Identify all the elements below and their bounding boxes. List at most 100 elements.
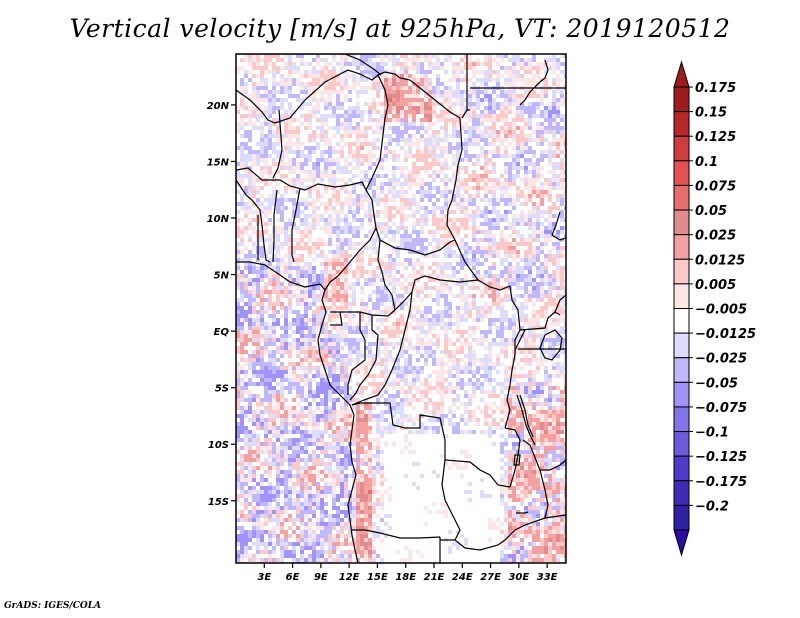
field-cell [416, 262, 420, 266]
field-cell [520, 294, 524, 298]
field-cell [360, 74, 364, 78]
field-cell [260, 122, 264, 126]
field-cell [384, 390, 388, 394]
field-cell [556, 186, 560, 190]
field-cell [400, 298, 404, 302]
field-cell [248, 290, 252, 294]
field-cell [424, 82, 428, 86]
field-cell [364, 310, 368, 314]
field-cell [320, 174, 324, 178]
field-cell [404, 366, 408, 370]
field-cell [432, 210, 436, 214]
field-cell [272, 130, 276, 134]
field-cell [248, 134, 252, 138]
field-cell [360, 202, 364, 206]
field-cell [532, 282, 536, 286]
field-cell [252, 182, 256, 186]
field-cell [384, 230, 388, 234]
field-cell [312, 310, 316, 314]
field-cell [368, 234, 372, 238]
field-cell [436, 298, 440, 302]
field-cell [360, 266, 364, 270]
field-cell [308, 134, 312, 138]
field-cell [452, 266, 456, 270]
field-cell [328, 274, 332, 278]
field-cell [288, 254, 292, 258]
field-cell [380, 294, 384, 298]
field-cell [384, 290, 388, 294]
field-cell [432, 174, 436, 178]
field-cell [252, 398, 256, 402]
field-cell [336, 194, 340, 198]
field-cell [404, 54, 408, 58]
field-cell [552, 118, 556, 122]
field-cell [528, 238, 532, 242]
field-cell [368, 282, 372, 286]
field-cell [328, 158, 332, 162]
field-cell [308, 290, 312, 294]
field-cell [384, 274, 388, 278]
field-cell [512, 246, 516, 250]
field-cell [292, 126, 296, 130]
field-cell [288, 78, 292, 82]
field-cell [516, 62, 520, 66]
field-cell [512, 134, 516, 138]
field-cell [440, 318, 444, 322]
field-cell [272, 150, 276, 154]
field-cell [272, 90, 276, 94]
field-cell [500, 338, 504, 342]
field-cell [392, 258, 396, 262]
field-cell [336, 246, 340, 250]
field-cell [284, 130, 288, 134]
field-cell [332, 346, 336, 350]
field-cell [472, 170, 476, 174]
field-cell [512, 314, 516, 318]
field-cell [248, 378, 252, 382]
field-cell [408, 134, 412, 138]
field-cell [440, 262, 444, 266]
field-cell [500, 66, 504, 70]
field-cell [484, 198, 488, 202]
field-cell [240, 238, 244, 242]
field-cell [472, 306, 476, 310]
field-cell [380, 158, 384, 162]
field-cell [460, 370, 464, 374]
field-cell [444, 102, 448, 106]
field-cell [364, 398, 368, 402]
field-cell [420, 194, 424, 198]
field-cell [328, 362, 332, 366]
field-cell [408, 354, 412, 358]
field-cell [520, 270, 524, 274]
field-cell [264, 378, 268, 382]
field-cell [560, 102, 564, 106]
field-cell [288, 278, 292, 282]
field-cell [324, 114, 328, 118]
field-cell [512, 214, 516, 218]
field-cell [320, 126, 324, 130]
field-cell [408, 366, 412, 370]
field-cell [356, 226, 360, 230]
field-cell [368, 214, 372, 218]
field-cell [560, 350, 564, 354]
field-cell [332, 58, 336, 62]
field-cell [240, 90, 244, 94]
field-cell [528, 218, 532, 222]
field-cell [500, 102, 504, 106]
field-cell [332, 146, 336, 150]
field-cell [256, 186, 260, 190]
field-cell [560, 138, 564, 142]
field-cell [508, 166, 512, 170]
field-cell [524, 166, 528, 170]
field-cell [336, 122, 340, 126]
field-cell [440, 286, 444, 290]
field-cell [284, 146, 288, 150]
field-cell [240, 166, 244, 170]
field-cell [488, 374, 492, 378]
field-cell [324, 262, 328, 266]
field-cell [504, 250, 508, 254]
field-cell [364, 78, 368, 82]
field-cell [452, 210, 456, 214]
field-cell [284, 118, 288, 122]
field-cell [248, 190, 252, 194]
field-cell [408, 242, 412, 246]
